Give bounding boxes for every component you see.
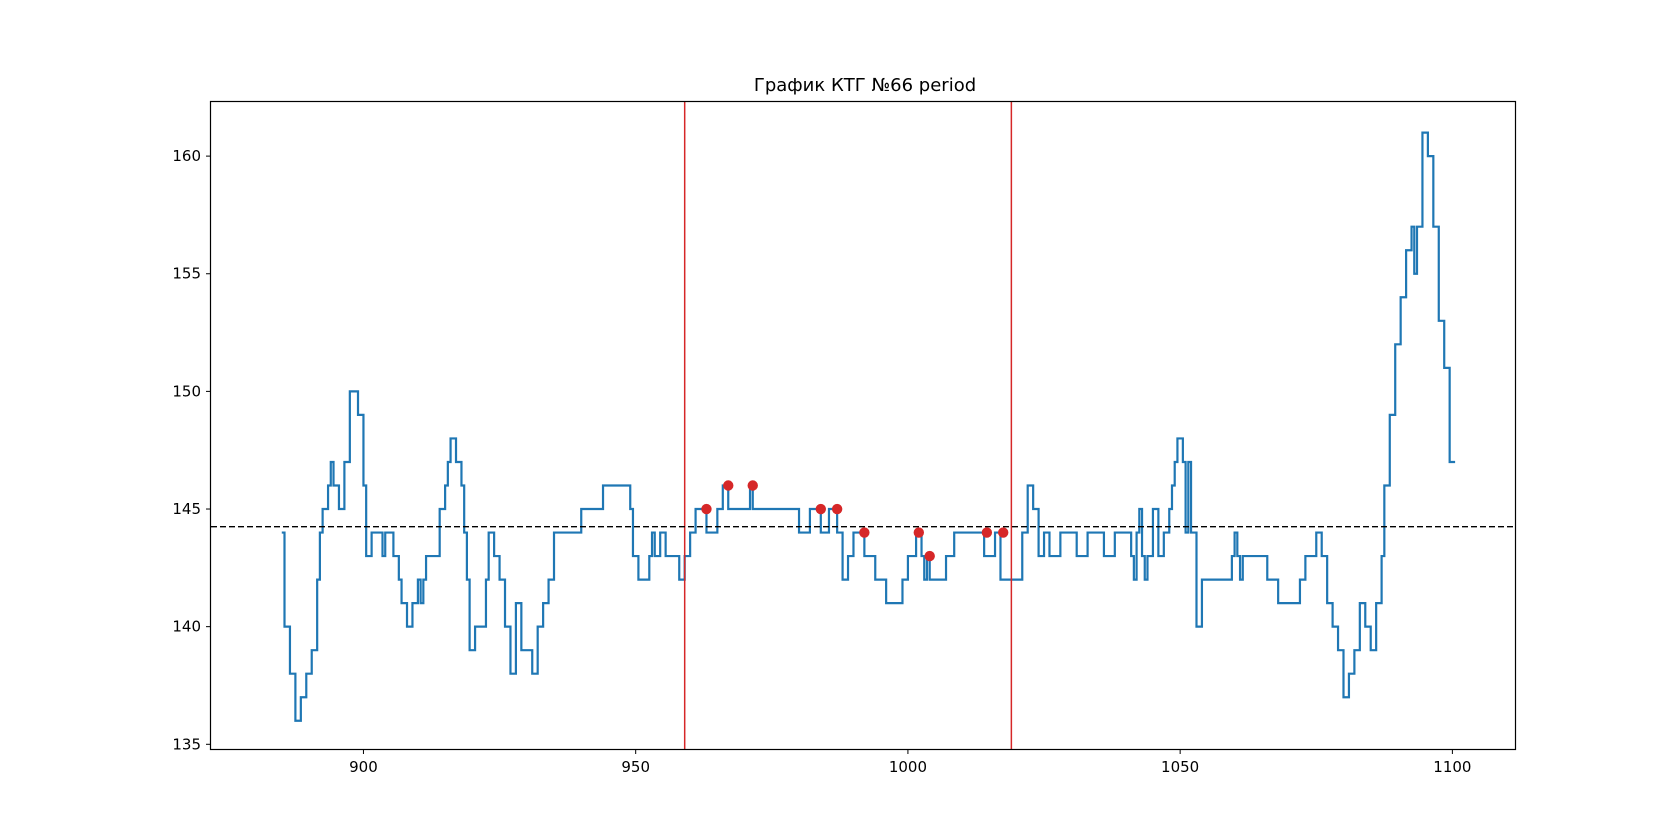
scatter-point-6 [913, 527, 925, 538]
y-axis: 135 140 145 150 155 160 [172, 147, 211, 753]
scatter-point-8 [981, 527, 993, 538]
scatter-point-9 [998, 527, 1009, 538]
scatter-point-5 [859, 527, 870, 538]
series-line-0 [281, 131, 1456, 722]
plot-area [209, 100, 1517, 751]
scatter-point-3 [815, 503, 827, 515]
scatter-point-4 [831, 503, 843, 515]
x-tick-label-900: 900 [349, 758, 378, 776]
scatter-point-7 [924, 550, 935, 562]
axes-frame [209, 100, 1517, 751]
y-tick-label-135: 135 [172, 735, 201, 753]
y-tick-label-140: 140 [172, 618, 201, 636]
y-tick-label-150: 150 [172, 382, 201, 400]
y-tick-label-155: 155 [172, 265, 201, 283]
x-tick-label-950: 950 [621, 758, 650, 776]
scatter-point-0 [701, 503, 712, 515]
chart-title: График КТГ №66 period [754, 75, 976, 96]
x-tick-label-1100: 1100 [1433, 758, 1471, 776]
y-tick-label-160: 160 [172, 147, 201, 165]
scatter-point-2 [747, 480, 758, 491]
x-tick-label-1050: 1050 [1161, 758, 1199, 776]
x-tick-label-1000: 1000 [889, 758, 927, 776]
scatter-point-1 [723, 480, 734, 491]
x-axis: 900 950 1000 1050 1100 [349, 749, 1471, 776]
y-tick-label-145: 145 [172, 500, 201, 518]
